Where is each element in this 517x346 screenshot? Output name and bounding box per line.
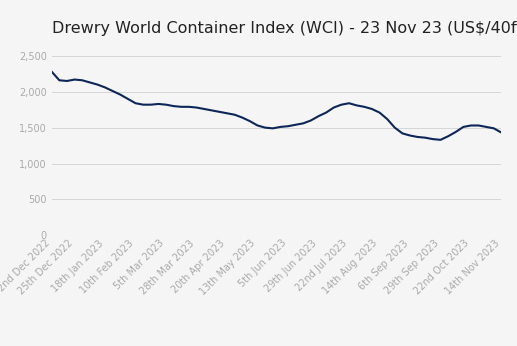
Text: Drewry World Container Index (WCI) - 23 Nov 23 (US$/40ft): Drewry World Container Index (WCI) - 23 …: [52, 21, 517, 36]
